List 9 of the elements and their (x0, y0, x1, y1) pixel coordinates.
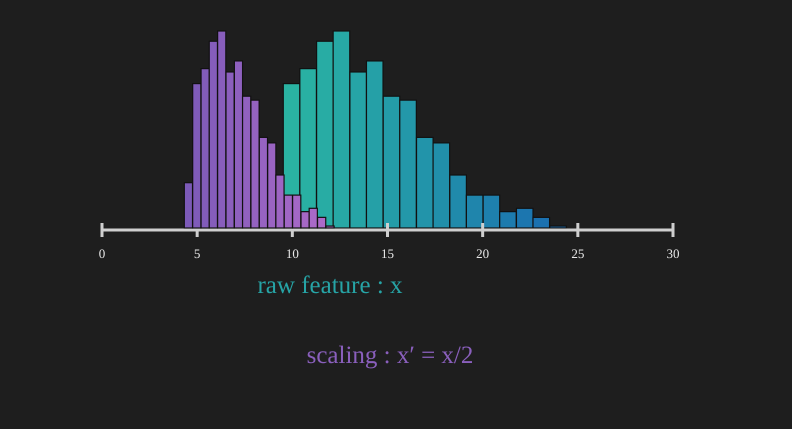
x-tick-label: 15 (381, 246, 394, 261)
x-tick-label: 10 (286, 246, 299, 261)
x-tick-label: 30 (666, 246, 680, 261)
x-tick-label: 20 (476, 246, 490, 261)
x-axis-title: scaling : x′ = x/2 (306, 342, 474, 369)
x-tick-label: 0 (98, 246, 106, 261)
x-axis-title: raw feature : x (257, 272, 404, 299)
x-tick-label: 5 (194, 246, 200, 261)
x-tick-label: 25 (571, 246, 584, 261)
